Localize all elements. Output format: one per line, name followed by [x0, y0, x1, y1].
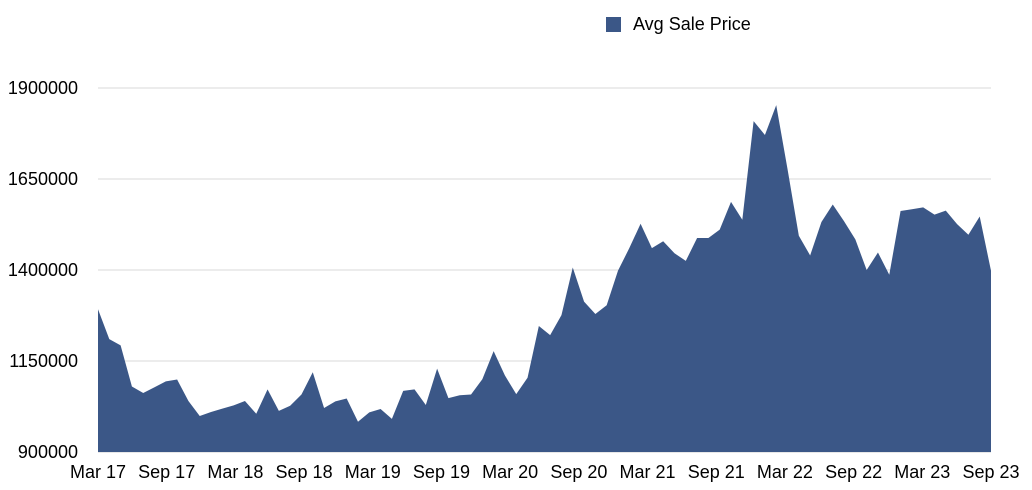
- x-tick-label: Sep 20: [550, 462, 607, 482]
- x-tick-label: Mar 17: [70, 462, 126, 482]
- x-tick-label: Mar 18: [207, 462, 263, 482]
- x-tick-label: Mar 21: [620, 462, 676, 482]
- x-tick-label: Mar 22: [757, 462, 813, 482]
- x-tick-label: Sep 23: [962, 462, 1019, 482]
- x-axis-tick-labels: Mar 17 Sep 17 Mar 18 Sep 18 Mar 19 Sep 19 Mar …: [70, 462, 1020, 482]
- legend-label: Avg Sale Price: [633, 14, 751, 34]
- x-tick-label: Sep 18: [276, 462, 333, 482]
- series-area-layer: [98, 105, 991, 453]
- legend-swatch: [606, 17, 621, 32]
- y-tick-label: 1150000: [9, 351, 78, 371]
- y-tick-label: 900000: [18, 442, 78, 462]
- series-area-avg-sale-price: [98, 105, 991, 453]
- x-tick-label: Mar 20: [482, 462, 538, 482]
- legend: Avg Sale Price: [606, 14, 751, 35]
- y-tick-label: 1650000: [8, 169, 78, 189]
- y-axis-tick-labels: 1900000 1650000 1400000 1150000 900000: [8, 78, 78, 462]
- x-tick-label: Sep 21: [688, 462, 745, 482]
- x-tick-label: Sep 17: [138, 462, 195, 482]
- y-tick-label: 1400000: [8, 260, 78, 280]
- x-tick-label: Sep 22: [825, 462, 882, 482]
- x-tick-label: Mar 23: [894, 462, 950, 482]
- y-tick-label: 1900000: [8, 78, 78, 98]
- x-tick-label: Mar 19: [345, 462, 401, 482]
- x-tick-label: Sep 19: [413, 462, 470, 482]
